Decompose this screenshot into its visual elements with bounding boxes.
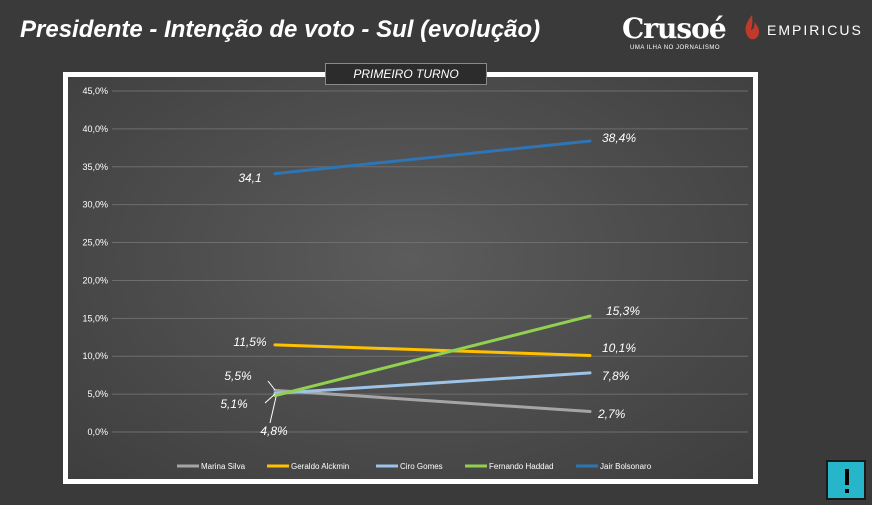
- series-line-fernando-haddad: [273, 314, 592, 398]
- y-tick-label: 0,0%: [87, 427, 108, 437]
- exclamation-icon: [845, 469, 849, 485]
- crusoe-logo: Crusoé: [622, 12, 727, 45]
- empiricus-logo: EMPIRICUS: [767, 22, 863, 38]
- label-leader-line: [267, 380, 276, 391]
- data-label: 15,3%: [606, 304, 640, 318]
- data-label: 5,1%: [220, 397, 248, 411]
- y-tick-label: 5,0%: [87, 389, 108, 399]
- data-label: 11,5%: [233, 335, 266, 349]
- series-line-ciro-gomes: [273, 371, 592, 395]
- legend-entry: Jair Bolsonaro: [600, 462, 652, 471]
- y-tick-label: 35,0%: [82, 162, 108, 172]
- label-leader-line: [264, 393, 276, 404]
- chart-frame: [63, 72, 758, 484]
- y-tick-label: 30,0%: [82, 200, 108, 210]
- legend-entry: Ciro Gomes: [400, 462, 443, 471]
- y-tick-label: 15,0%: [82, 313, 108, 323]
- label-leader-line: [269, 396, 277, 424]
- data-label: 7,8%: [602, 369, 630, 383]
- legend-entry: Marina Silva: [201, 462, 246, 471]
- data-label: 10,1%: [602, 341, 636, 355]
- alert-button[interactable]: [826, 460, 866, 500]
- y-tick-label: 40,0%: [82, 124, 108, 134]
- y-tick-label: 25,0%: [82, 238, 108, 248]
- crusoe-tagline: UMA ILHA NO JORNALISMO: [630, 45, 721, 51]
- data-label: 4,8%: [260, 424, 288, 438]
- data-label: 2,7%: [597, 407, 626, 421]
- series-line-geraldo-alckmin: [273, 343, 592, 357]
- y-tick-label: 10,0%: [82, 351, 108, 361]
- page-title: Presidente - Intenção de voto - Sul (evo…: [20, 16, 541, 43]
- data-label: 38,4%: [602, 131, 636, 145]
- series-line-marina-silva: [273, 388, 592, 414]
- series-line-jair-bolsonaro: [273, 139, 592, 176]
- data-label: 34,1: [238, 171, 261, 185]
- legend-entry: Geraldo Alckmin: [291, 462, 349, 471]
- y-tick-label: 45,0%: [82, 86, 108, 96]
- y-tick-label: 20,0%: [82, 275, 108, 285]
- chart-tab-primeiro-turno: PRIMEIRO TURNO: [325, 63, 487, 85]
- data-label: 5,5%: [224, 369, 252, 383]
- logos: Crusoé UMA ILHA NO JORNALISMO EMPIRICUS: [622, 12, 862, 56]
- legend-entry: Fernando Haddad: [489, 462, 554, 471]
- empiricus-flame-icon: [745, 15, 760, 40]
